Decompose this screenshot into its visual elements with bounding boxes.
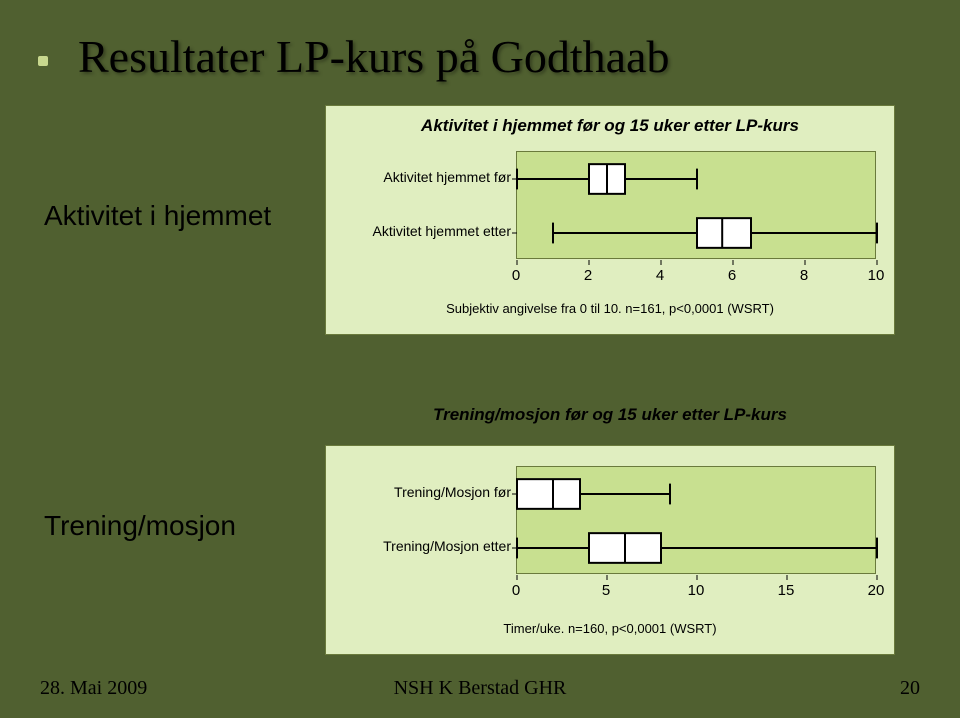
chart1-svg (517, 152, 877, 260)
chart2-xtick: 0 (512, 582, 520, 599)
chart2-xtick: 5 (602, 582, 610, 599)
chart1-plot (516, 151, 876, 259)
chart2-xtick: 15 (778, 582, 795, 599)
chart2-ylabel-1: Trening/Mosjon etter (326, 538, 511, 554)
chart1-xtick: 10 (868, 267, 885, 284)
chart1-xtick: 6 (728, 267, 736, 284)
section2-label: Trening/mosjon (44, 510, 236, 542)
chart1-xtick: 4 (656, 267, 664, 284)
section1-label: Aktivitet i hjemmet (44, 200, 271, 232)
page-title: Resultater LP-kurs på Godthaab (78, 30, 669, 83)
chart2-plot (516, 466, 876, 574)
title-bullet (38, 56, 48, 66)
chart1-ylabel-1: Aktivitet hjemmet etter (326, 223, 511, 239)
chart1-xtick: 2 (584, 267, 592, 284)
chart2-xlabel: Timer/uke. n=160, p<0,0001 (WSRT) (326, 621, 894, 636)
chart1-xlabel: Subjektiv angivelse fra 0 til 10. n=161,… (326, 301, 894, 316)
slide: Resultater LP-kurs på Godthaab Aktivitet… (0, 0, 960, 718)
chart2-xtick: 10 (688, 582, 705, 599)
chart1-title: Aktivitet i hjemmet før og 15 uker etter… (326, 116, 894, 136)
footer-center: NSH K Berstad GHR (0, 677, 960, 700)
chart1-ylabel-0: Aktivitet hjemmet før (326, 169, 511, 185)
chart2-title: Trening/mosjon før og 15 uker etter LP-k… (325, 405, 895, 425)
chart2-ylabel-0: Trening/Mosjon før (326, 484, 511, 500)
chart1-xtick: 0 (512, 267, 520, 284)
chart2-svg (517, 467, 877, 575)
chart2-xtick: 20 (868, 582, 885, 599)
footer-right: 20 (900, 677, 920, 700)
chart1-xtick: 8 (800, 267, 808, 284)
chart1-card: Aktivitet i hjemmet før og 15 uker etter… (325, 105, 895, 335)
chart2-card: Trening/Mosjon før Trening/Mosjon etter … (325, 445, 895, 655)
